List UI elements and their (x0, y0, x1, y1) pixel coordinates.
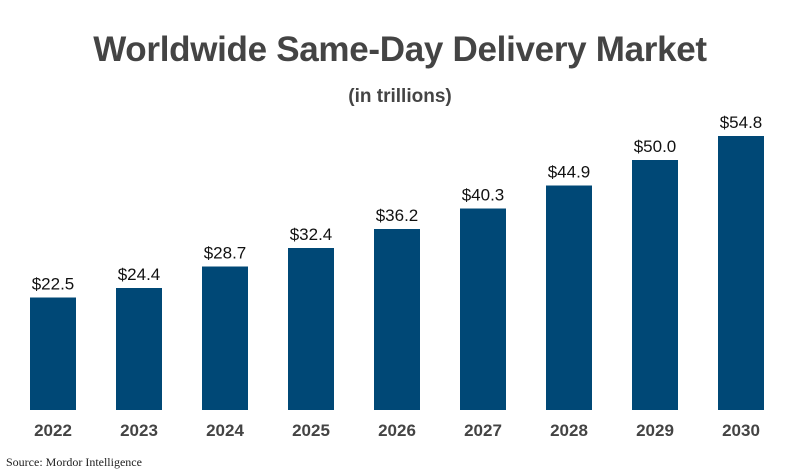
bar-2022 (30, 297, 76, 410)
x-tick-2024: 2024 (206, 421, 244, 440)
bar-2028 (546, 185, 592, 410)
x-tick-2027: 2027 (464, 421, 502, 440)
bar-2026 (374, 229, 420, 410)
bar-2025 (288, 248, 334, 410)
x-tick-2023: 2023 (120, 421, 158, 440)
x-tick-2030: 2030 (722, 421, 760, 440)
bar-2024 (202, 266, 248, 410)
value-label-2026: $36.2 (376, 206, 419, 225)
chart-subtitle: (in trillions) (348, 86, 452, 107)
source-note: Source: Mordor Intelligence (6, 455, 142, 469)
x-tick-2022: 2022 (34, 421, 72, 440)
value-label-2028: $44.9 (548, 163, 591, 182)
x-tick-2029: 2029 (636, 421, 674, 440)
value-label-2030: $54.8 (720, 113, 763, 132)
value-label-2024: $28.7 (204, 244, 247, 263)
bar-2029 (632, 160, 678, 410)
bar-2023 (116, 288, 162, 410)
bar-2027 (460, 208, 506, 410)
chart-title: Worldwide Same-Day Delivery Market (93, 30, 707, 69)
value-label-2029: $50.0 (634, 137, 677, 156)
value-label-2022: $22.5 (32, 275, 75, 294)
value-label-2027: $40.3 (462, 186, 505, 205)
x-tick-2028: 2028 (550, 421, 588, 440)
x-tick-2026: 2026 (378, 421, 416, 440)
x-tick-2025: 2025 (292, 421, 330, 440)
bar-2030 (718, 136, 764, 410)
value-label-2025: $32.4 (290, 225, 333, 244)
value-label-2023: $24.4 (118, 265, 161, 284)
